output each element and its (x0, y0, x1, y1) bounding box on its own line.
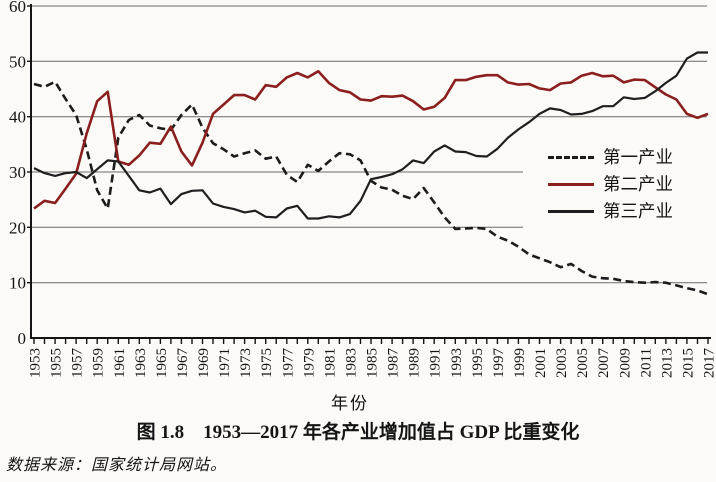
y-tick-label: 20 (9, 218, 26, 237)
y-tick-label: 40 (9, 108, 26, 127)
x-tick-label: 1981 (322, 348, 338, 378)
x-tick-label: 1985 (365, 348, 381, 378)
x-tick-label: 1983 (343, 348, 359, 378)
x-tick-label: 1989 (407, 348, 423, 378)
x-tick-label: 1975 (259, 348, 275, 378)
source-note: 数据来源：国家统计局网站。 (6, 457, 228, 474)
x-tick-label: 2011 (638, 348, 654, 377)
x-tick-label: 1953 (28, 348, 44, 378)
y-tick-label: 50 (9, 52, 26, 71)
y-tick-label: 10 (9, 274, 26, 293)
x-tick-label: 1959 (91, 348, 107, 378)
series-line-第二产业 (33, 70, 709, 210)
x-tick-label: 1971 (217, 348, 233, 378)
x-axis-title: 年份 (331, 394, 369, 413)
x-tick-label: 2001 (533, 348, 549, 378)
x-tick-label: 1955 (49, 348, 65, 378)
y-tick-label: 60 (9, 0, 26, 16)
line-chart: 0 10 20 30 40 50 60 1953 1955 1957 1959 1961 1963 196… (9, 0, 716, 379)
series-line-第三产业 (33, 51, 708, 220)
x-tick-label: 2017 (702, 348, 716, 379)
x-tick-label: 1979 (301, 348, 317, 378)
legend-label-primary: 第一产业 (603, 147, 673, 167)
x-tick-label: 1977 (280, 348, 296, 379)
x-tick-label: 1963 (133, 348, 149, 378)
x-tick-label: 1961 (112, 348, 128, 378)
chart-area: 0 10 20 30 40 50 60 1953 1955 1957 1959 1961 1963 196… (9, 0, 716, 413)
legend-label-secondary: 第二产业 (603, 174, 673, 194)
x-tick-label: 1965 (154, 348, 170, 378)
legend-item-primary: 第一产业 (548, 147, 708, 167)
black-line-sample-icon (548, 209, 594, 213)
x-tick-label: 2003 (554, 348, 570, 378)
x-tick-label: 2009 (617, 348, 633, 378)
red-line-sample-icon (548, 182, 594, 186)
legend-label-tertiary: 第三产业 (603, 201, 673, 221)
x-tick-label: 2007 (596, 348, 612, 379)
x-tick-label: 1999 (512, 348, 528, 378)
x-tick-label: 1995 (470, 348, 486, 378)
x-tick-label: 2015 (680, 348, 696, 378)
x-tick-label: 1969 (196, 348, 212, 378)
x-tick-label: 1997 (491, 348, 507, 379)
y-tick-label: 0 (18, 329, 27, 348)
figure-caption: 图 1.8 1953—2017 年各产业增加值占 GDP 比重变化 (136, 422, 580, 443)
x-tick-label: 1991 (428, 348, 444, 378)
dashed-line-sample-icon (548, 155, 594, 159)
x-tick-label: 2005 (575, 348, 591, 378)
legend: 第一产业 第二产业 第三产业 (548, 147, 708, 221)
x-tick-label: 1957 (70, 348, 86, 379)
x-tick-label: 1987 (386, 348, 402, 379)
x-tick-label: 2013 (659, 348, 675, 378)
legend-item-secondary: 第二产业 (548, 174, 708, 194)
legend-item-tertiary: 第三产业 (548, 201, 708, 221)
x-tick-label: 1973 (238, 348, 254, 378)
x-tick-label: 1993 (449, 348, 465, 378)
y-tick-label: 30 (9, 163, 26, 182)
x-tick-label: 1967 (175, 348, 191, 379)
